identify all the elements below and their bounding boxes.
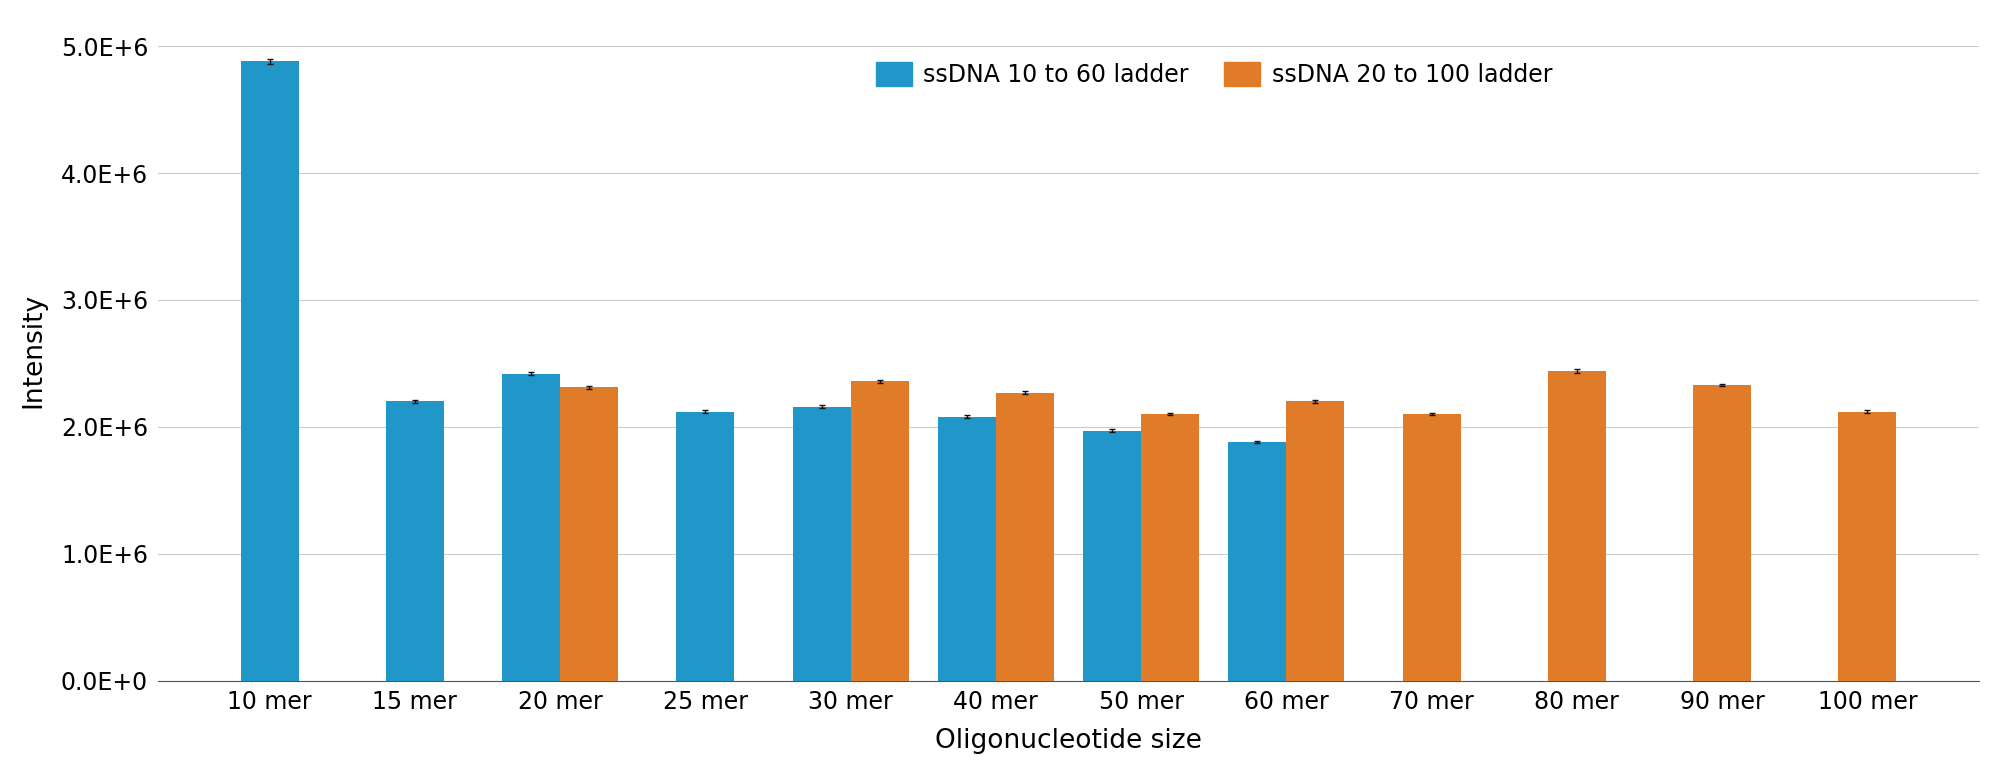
Y-axis label: Intensity: Intensity — [20, 293, 46, 408]
Bar — [560, 388, 618, 680]
Bar — [1228, 442, 1286, 680]
Bar — [386, 401, 444, 680]
Bar — [1142, 414, 1200, 680]
Bar — [1084, 431, 1142, 680]
Bar — [938, 417, 996, 680]
Bar — [792, 407, 850, 680]
Bar — [850, 381, 908, 680]
Bar — [676, 412, 734, 680]
Bar — [502, 374, 560, 680]
Bar — [1694, 385, 1752, 680]
Bar — [1286, 401, 1344, 680]
Bar — [1838, 412, 1896, 680]
Bar — [240, 61, 298, 680]
Bar — [996, 393, 1054, 680]
Bar — [1402, 414, 1460, 680]
Bar — [1548, 371, 1606, 680]
Legend: ssDNA 10 to 60 ladder, ssDNA 20 to 100 ladder: ssDNA 10 to 60 ladder, ssDNA 20 to 100 l… — [866, 53, 1562, 96]
X-axis label: Oligonucleotide size: Oligonucleotide size — [936, 728, 1202, 754]
